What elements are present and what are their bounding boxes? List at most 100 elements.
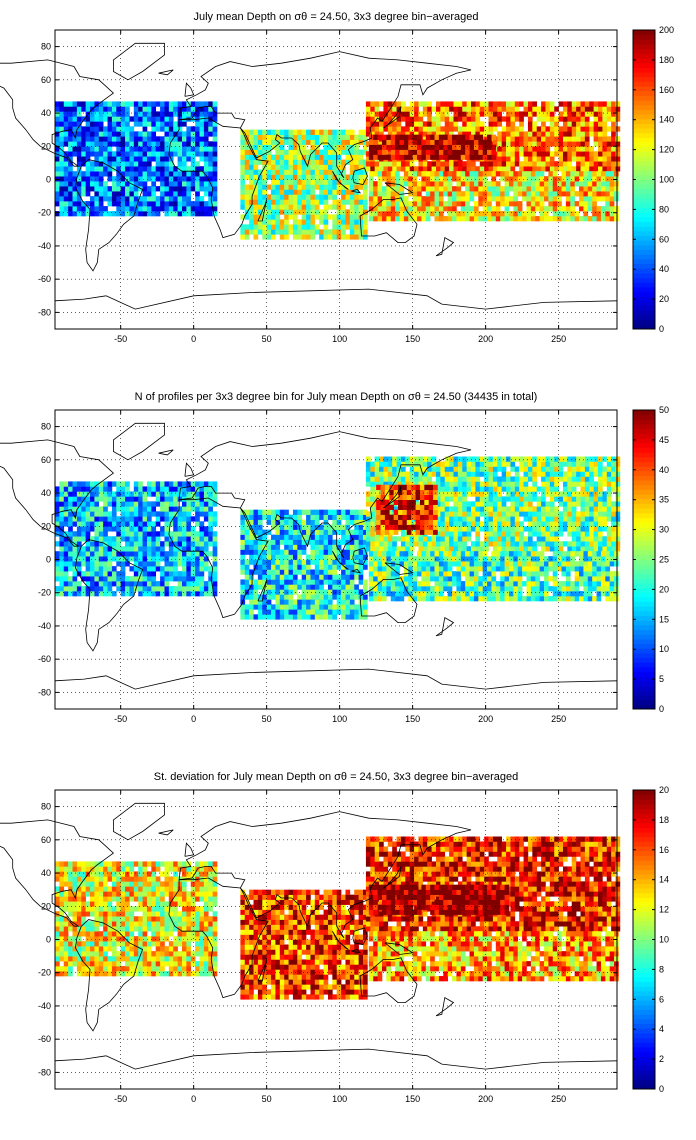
bin-cell (487, 191, 492, 197)
bin-cell (160, 196, 165, 202)
bin-cell (275, 599, 281, 605)
bin-cell (602, 106, 608, 112)
bin-cell (160, 111, 165, 117)
bin-cell (363, 549, 368, 555)
bin-cell (314, 554, 320, 560)
bin-cell (314, 134, 320, 140)
bin-cell (465, 196, 470, 202)
bin-cell (611, 146, 616, 152)
bin-cell (562, 111, 568, 117)
bin-cell (111, 101, 117, 107)
bin-cell (186, 546, 192, 552)
bin-cell (558, 131, 564, 137)
bin-cell (94, 496, 100, 502)
bin-cell (409, 461, 415, 467)
bin-cell (427, 111, 432, 117)
bin-cell (76, 136, 82, 142)
bin-cell (370, 526, 375, 532)
bin-cell (275, 564, 281, 570)
bin-cell (63, 131, 69, 137)
bin-cell (173, 496, 178, 502)
bin-cell (396, 106, 402, 112)
bin-cell (409, 121, 415, 127)
bin-cell (107, 156, 113, 162)
bin-cell (478, 144, 484, 150)
bin-cell (76, 141, 82, 147)
bin-cell (379, 101, 384, 107)
bin-cell (98, 551, 104, 557)
bin-cell (354, 539, 359, 545)
bin-cell (523, 136, 529, 142)
bin-cell (478, 216, 484, 222)
bin-cell (107, 191, 113, 197)
bin-cell (570, 211, 575, 217)
bin-cell (514, 511, 520, 517)
bin-cell (253, 614, 259, 620)
bin-cell (465, 139, 470, 145)
bin-cell (471, 131, 476, 137)
bin-cell (552, 176, 558, 182)
bin-cell (297, 149, 302, 155)
bin-cell (292, 614, 298, 620)
bin-cell (365, 521, 371, 527)
bin-cell (519, 111, 524, 117)
bin-cell (427, 116, 432, 122)
bin-cell (212, 561, 218, 567)
bin-cell (116, 196, 121, 202)
bin-cell (354, 164, 359, 170)
bin-cell (587, 196, 593, 202)
bin-cell (125, 546, 130, 552)
bin-cell (288, 134, 294, 140)
bin-cell (142, 526, 148, 532)
bin-cell (417, 144, 422, 150)
bin-cell (266, 589, 272, 595)
bin-cell (482, 201, 488, 207)
bin-cell (125, 516, 130, 522)
bin-cell (155, 516, 161, 522)
bin-cell (527, 516, 533, 522)
bin-cell (103, 101, 108, 107)
bin-cell (63, 496, 69, 502)
bin-cell (203, 166, 209, 172)
bin-cell (323, 599, 329, 605)
bin-cell (431, 456, 437, 462)
bin-cell (383, 471, 389, 477)
bin-cell (491, 191, 497, 197)
bin-cell (541, 151, 546, 157)
bin-cell (422, 106, 428, 112)
bin-cell (438, 211, 444, 217)
bin-cell (116, 116, 121, 122)
bin-cell (435, 131, 441, 137)
bin-cell (244, 129, 250, 135)
bin-cell (138, 196, 143, 202)
bin-cell (63, 166, 69, 172)
bin-cell (602, 111, 608, 117)
bin-cell (59, 101, 65, 107)
bin-cell (288, 589, 294, 595)
bin-cell (606, 151, 612, 157)
bin-cell (514, 131, 520, 137)
bin-cell (85, 151, 91, 157)
bin-cell (484, 136, 489, 142)
bin-cell (558, 156, 564, 162)
bin-cell (306, 129, 311, 135)
bin-cell (181, 186, 187, 192)
bin-cell (392, 476, 397, 482)
bin-cell (506, 506, 511, 512)
bin-cell (506, 526, 511, 532)
bin-cell (488, 526, 494, 532)
bin-cell (399, 201, 405, 207)
bin-cell (457, 111, 463, 117)
bin-cell (396, 466, 402, 472)
bin-cell (373, 144, 378, 150)
bin-cell (76, 191, 82, 197)
bin-cell (444, 166, 450, 172)
bin-cell (323, 609, 329, 615)
bin-cell (90, 571, 95, 577)
bin-cell (301, 234, 307, 240)
bin-cell (412, 196, 418, 202)
bin-cell (392, 506, 397, 512)
bin-cell (271, 574, 276, 580)
bin-cell (471, 511, 476, 517)
bin-cell (208, 101, 213, 107)
